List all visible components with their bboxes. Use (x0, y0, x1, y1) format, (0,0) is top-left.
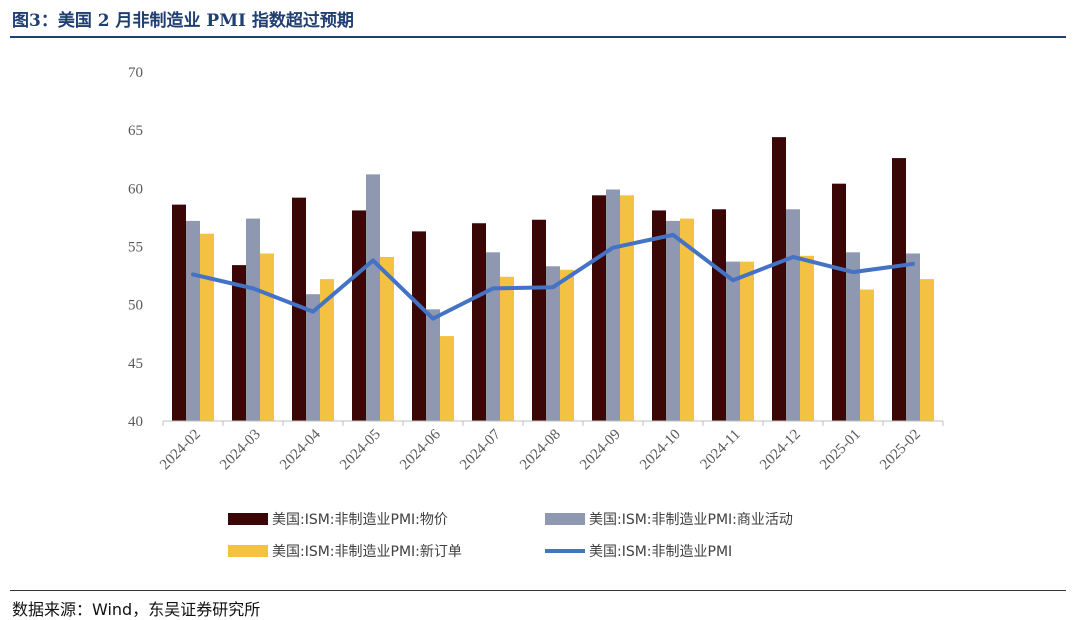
bar (366, 174, 380, 421)
bar (712, 209, 726, 421)
bar (592, 195, 606, 421)
x-tick-label: 2024-02 (157, 427, 204, 474)
bar (906, 253, 920, 421)
legend-swatch (228, 545, 268, 557)
x-tick-label: 2024-06 (397, 426, 444, 473)
bar (606, 189, 620, 421)
x-tick-label: 2024-07 (457, 426, 504, 473)
bar (352, 210, 366, 421)
bar (892, 158, 906, 421)
bar (740, 261, 754, 421)
y-axis: 40 45 50 55 60 65 70 (128, 65, 143, 430)
bar (246, 218, 260, 421)
source-note: 数据来源：Wind，东吴证券研究所 (12, 600, 261, 619)
x-tick-label: 2024-05 (337, 427, 384, 474)
x-tick-label: 2025-01 (817, 427, 864, 474)
bar-series (172, 137, 934, 421)
y-tick-label: 65 (128, 123, 143, 139)
x-tick-label: 2024-10 (637, 427, 684, 474)
x-tick-label: 2024-04 (277, 426, 324, 473)
x-tick-label: 2024-08 (517, 427, 564, 474)
bar (620, 195, 634, 421)
bar (186, 220, 200, 421)
bar (380, 256, 394, 421)
y-tick-label: 70 (128, 65, 143, 81)
legend-label: 美国:ISM:非制造业PMI:商业活动 (589, 512, 793, 528)
y-tick-label: 55 (128, 240, 143, 256)
bar (472, 223, 486, 421)
x-tick-label: 2024-11 (698, 427, 744, 473)
x-axis: 2024-02 2024-03 2024-04 2024-05 2024-06 2024-… (157, 420, 944, 474)
bar (500, 276, 514, 421)
bar (426, 309, 440, 421)
bar (680, 218, 694, 421)
bar (532, 219, 546, 421)
legend-swatch (545, 513, 585, 525)
bar (652, 210, 666, 421)
bar (412, 231, 426, 421)
bar (440, 336, 454, 421)
y-tick-label: 40 (128, 414, 143, 430)
bar (846, 252, 860, 421)
bar (832, 183, 846, 421)
bar (306, 294, 320, 421)
chart-title: 图3：美国 2 月非制造业 PMI 指数超过预期 (12, 11, 354, 31)
bar (260, 253, 274, 421)
x-tick-label: 2024-03 (217, 427, 264, 474)
y-tick-label: 45 (128, 356, 143, 372)
bar (860, 289, 874, 421)
line-series (191, 232, 915, 321)
legend-label: 美国:ISM:非制造业PMI (589, 544, 732, 560)
bar (320, 279, 334, 421)
bar (200, 233, 214, 421)
bar (726, 261, 740, 421)
bar (786, 209, 800, 421)
bar (772, 137, 786, 421)
bar (800, 255, 814, 421)
x-tick-label: 2024-12 (757, 427, 804, 474)
bar (666, 220, 680, 421)
legend-swatch (228, 513, 268, 525)
y-tick-label: 50 (128, 298, 143, 314)
x-tick-label: 2024-09 (577, 427, 624, 474)
legend: 美国:ISM:非制造业PMI:物价 美国:ISM:非制造业PMI:商业活动美国:I… (228, 512, 793, 560)
bar (560, 269, 574, 421)
y-tick-label: 60 (128, 181, 143, 197)
legend-label: 美国:ISM:非制造业PMI:物价 (272, 512, 448, 528)
footer-rule (10, 590, 1066, 591)
bar (486, 252, 500, 421)
pmi-line (191, 232, 915, 321)
bar (172, 204, 186, 421)
bar (292, 197, 306, 421)
title-rule (10, 36, 1066, 38)
x-tick-label: 2025-02 (877, 427, 924, 474)
bar (232, 265, 246, 421)
legend-label: 美国:ISM:非制造业PMI:新订单 (272, 544, 462, 560)
bar (546, 266, 560, 421)
bar (920, 279, 934, 421)
